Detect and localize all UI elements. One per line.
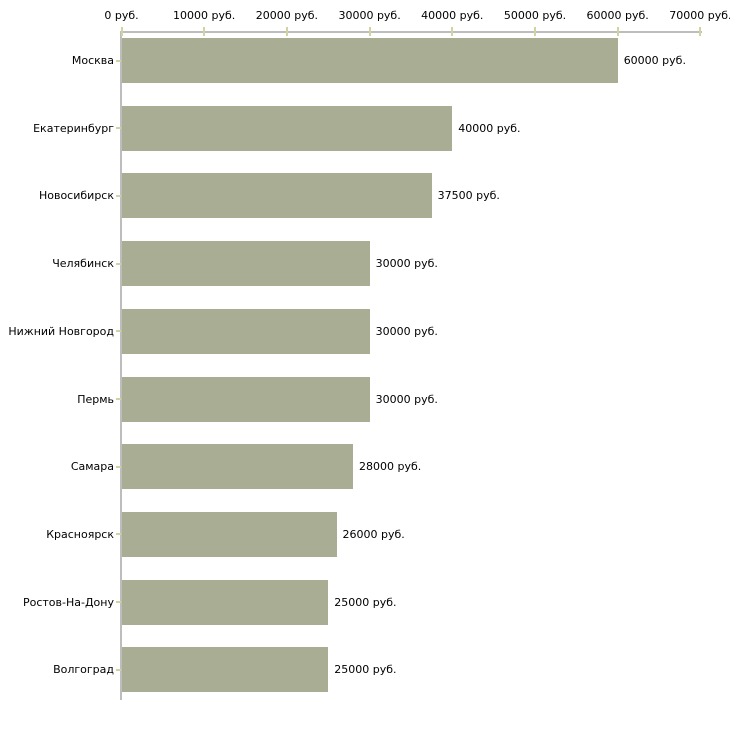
x-tick-mark [368, 27, 371, 36]
x-tick-mark [534, 27, 536, 36]
value-label: 40000 руб. [458, 121, 521, 135]
x-tick-label: 0 руб. [104, 9, 139, 22]
value-label: 26000 руб. [342, 527, 405, 541]
value-label: 25000 руб. [334, 663, 397, 677]
x-tick-mark [616, 27, 619, 36]
category-label: Нижний Новгород [8, 324, 114, 338]
value-label: 30000 руб. [375, 392, 438, 406]
value-label: 37500 руб. [437, 189, 500, 203]
value-label: 30000 руб. [375, 257, 438, 271]
x-tick-label: 30000 руб. [338, 9, 401, 22]
value-label: 28000 руб. [359, 460, 422, 474]
category-tick-mark [115, 262, 121, 265]
category-label: Ростов-На-Дону [22, 595, 114, 609]
category-label: Самара [70, 460, 114, 474]
bar [121, 579, 329, 625]
category-label: Челябинск [52, 257, 114, 271]
x-tick-label: 60000 руб. [586, 9, 649, 22]
category-tick-mark [115, 330, 121, 333]
bar [121, 241, 370, 287]
bar [121, 647, 329, 693]
category-tick-mark [115, 127, 121, 130]
category-tick-mark [115, 398, 121, 400]
bar [121, 308, 370, 354]
x-tick-label: 10000 руб. [173, 9, 236, 22]
category-label: Волгоград [53, 663, 114, 677]
x-tick-label: 40000 руб. [421, 9, 484, 22]
bar [121, 38, 618, 83]
bar [121, 105, 453, 151]
bar [121, 173, 432, 219]
x-tick-mark [699, 27, 702, 36]
category-tick-mark [115, 465, 121, 468]
x-tick-mark [451, 27, 454, 36]
x-tick-label: 50000 руб. [503, 9, 567, 22]
category-tick-mark [115, 194, 121, 197]
category-tick-mark [115, 601, 121, 604]
category-label: Екатеринбург [33, 121, 114, 135]
value-label: 30000 руб. [375, 324, 438, 338]
x-tick-label: 20000 руб. [255, 9, 319, 22]
bar [121, 444, 354, 490]
category-label: Пермь [77, 392, 114, 406]
x-axis-line [120, 31, 702, 33]
x-tick-mark [120, 27, 123, 36]
x-tick-label: 70000 руб. [669, 9, 730, 22]
category-label: Красноярск [46, 527, 114, 541]
y-axis-line [120, 31, 122, 700]
category-label: Москва [71, 54, 114, 67]
bar [121, 511, 337, 557]
value-label: 25000 руб. [334, 595, 397, 609]
category-label: Новосибирск [38, 189, 114, 203]
x-tick-mark [203, 27, 206, 36]
category-tick-mark [115, 668, 121, 671]
x-tick-mark [285, 27, 288, 36]
bar [121, 376, 370, 422]
category-tick-mark [115, 533, 121, 536]
value-label: 60000 руб. [623, 54, 686, 67]
category-tick-mark [115, 59, 121, 62]
